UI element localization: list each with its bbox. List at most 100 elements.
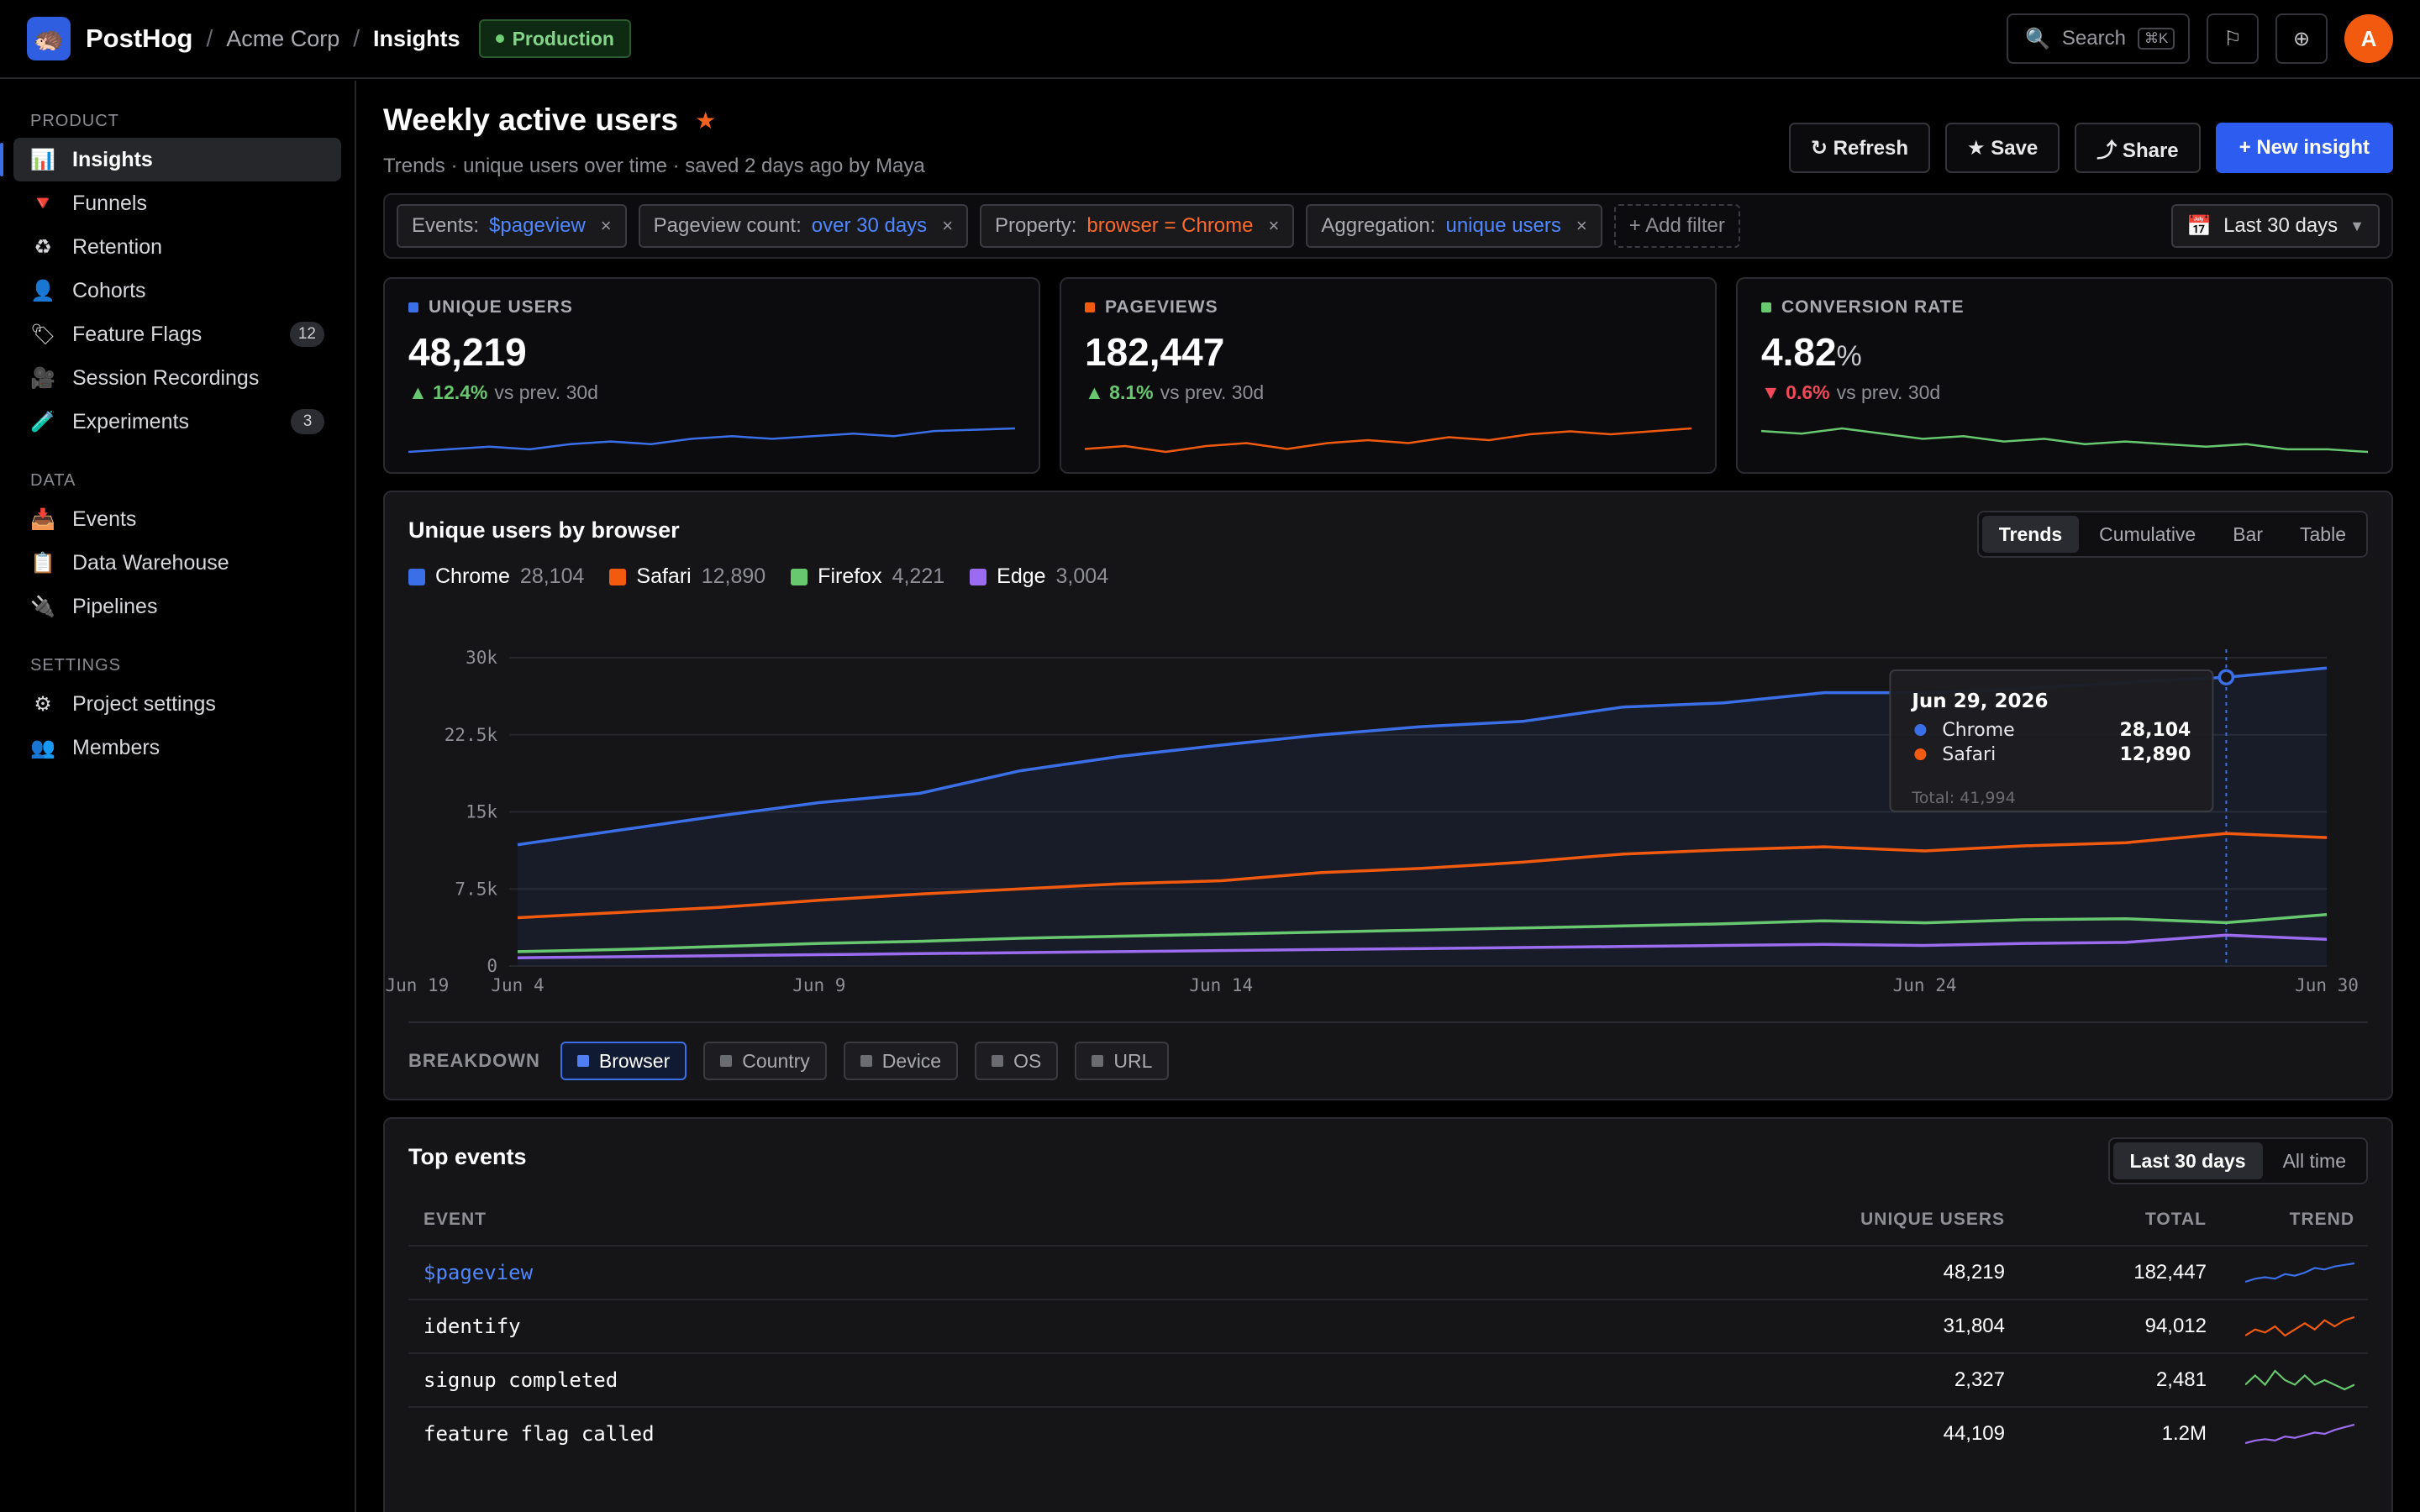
unique-users-value: 48,219 — [1943, 1261, 2005, 1284]
breakdown-option-label: OS — [1013, 1049, 1042, 1072]
column-header-unique-users[interactable]: UNIQUE USERS — [1860, 1210, 2005, 1229]
filter-value[interactable]: over 30 days — [811, 214, 928, 237]
series-color-swatch — [1761, 302, 1771, 312]
new-insight-button[interactable]: + New insight — [2215, 123, 2393, 173]
legend-item-firefox[interactable]: Firefox 4,221 — [791, 564, 944, 589]
series-line-edge — [517, 933, 2328, 959]
sidebar-item-label: Events — [72, 507, 137, 531]
filter-value[interactable]: $pageview — [489, 214, 586, 237]
table-row[interactable]: signup completed 2,327 2,481 — [408, 1352, 2368, 1406]
favorite-star-icon[interactable]: ★ — [695, 107, 717, 134]
feature-flag-button[interactable]: ⚐ — [2207, 13, 2259, 64]
unique-users-value: 31,804 — [1943, 1315, 2005, 1337]
sidebar-item-insights[interactable]: 📊 Insights — [0, 138, 341, 181]
breadcrumb-separator: / — [206, 25, 213, 51]
breakdown-option-url[interactable]: URL — [1075, 1042, 1170, 1080]
sidebar-item-project-settings[interactable]: ⚙ Project settings — [13, 682, 341, 726]
page-subtitle: Trends · unique users over time · saved … — [383, 155, 925, 177]
environment-badge[interactable]: Production — [478, 19, 631, 58]
sidebar-item-cohorts[interactable]: 👤 Cohorts — [13, 269, 341, 312]
column-header-total[interactable]: TOTAL — [2144, 1210, 2207, 1229]
brand-name[interactable]: PostHog — [86, 24, 193, 53]
status-dot-icon — [495, 34, 504, 43]
save-button[interactable]: ★ Save — [1945, 123, 2060, 173]
breadcrumb-current-page[interactable]: Insights — [373, 25, 460, 51]
sidebar-item-funnels[interactable]: 🔻 Funnels — [13, 181, 341, 225]
table-row[interactable]: identify 31,804 94,012 — [408, 1299, 2368, 1352]
delta-value: 12.4% — [433, 381, 488, 403]
view-tab-cumulative[interactable]: Cumulative — [2099, 522, 2196, 545]
stat-number: 4.82 — [1761, 330, 1837, 374]
sidebar-item-events[interactable]: 📥 Events — [13, 497, 341, 541]
trend-down-icon: ▼ 0.6% — [1761, 381, 1830, 403]
sidebar-item-data-warehouse[interactable]: 📋 Data Warehouse — [13, 541, 341, 585]
breadcrumb-organization[interactable]: Acme Corp — [226, 25, 340, 51]
table-row[interactable]: $pageview 48,219 182,447 — [408, 1245, 2368, 1299]
remove-filter-icon[interactable]: × — [942, 215, 954, 236]
refresh-button[interactable]: ↻ Refresh — [1788, 123, 1931, 173]
series-color-swatch — [1085, 302, 1095, 312]
sparkline-path — [1761, 427, 2368, 454]
breakdown-option-browser[interactable]: Browser — [560, 1042, 687, 1080]
legend-item-safari[interactable]: Safari 12,890 — [609, 564, 765, 589]
sidebar-section-product: PRODUCT — [30, 112, 119, 130]
filter-value[interactable]: browser = Chrome — [1086, 214, 1254, 237]
column-header-event[interactable]: EVENT — [424, 1210, 487, 1229]
event-name[interactable]: identify — [424, 1315, 521, 1338]
stat-delta: ▲ 8.1% vs prev. 30d — [1085, 381, 1691, 404]
page-header: Weekly active users ★ Trends · unique us… — [383, 102, 2393, 186]
remove-filter-icon[interactable]: × — [1268, 215, 1280, 236]
page-title[interactable]: Weekly active users — [383, 102, 679, 137]
y-tick-label: 15k — [466, 802, 497, 822]
stat-delta: ▲ 12.4% vs prev. 30d — [408, 381, 1015, 404]
legend-item-edge[interactable]: Edge 3,004 — [970, 564, 1108, 589]
filter-chip-property[interactable]: Property: browser = Chrome × — [980, 204, 1295, 248]
trend-chart[interactable]: 0 7.5k 15k 22.5k 30k Jun 4 Jun 9 Jun 14 Jun 19 Ju… — [385, 492, 2395, 1102]
share-button[interactable]: ⤴ Share — [2075, 123, 2201, 173]
breakdown-label: BREAKDOWN — [408, 1050, 540, 1071]
breakdown-option-country[interactable]: Country — [703, 1042, 827, 1080]
sidebar-item-members[interactable]: 👥 Members — [13, 726, 341, 769]
range-tab-all-time[interactable]: All time — [2282, 1149, 2346, 1172]
add-filter-button[interactable]: + Add filter — [1613, 204, 1740, 248]
event-name[interactable]: $pageview — [424, 1261, 534, 1284]
sidebar-item-experiments[interactable]: 🧪 Experiments 3 — [13, 400, 341, 444]
filter-chip-pageview-count[interactable]: Pageview count: over 30 days × — [638, 204, 969, 248]
sidebar-item-session-recordings[interactable]: 🎥 Session Recordings — [13, 356, 341, 400]
view-tab-bar[interactable]: Bar — [2233, 522, 2264, 545]
header-actions: ↻ Refresh ★ Save ⤴ Share + New insight — [1788, 123, 2393, 173]
view-tab-trends[interactable]: Trends — [1981, 516, 2080, 553]
sidebar-item-pipelines[interactable]: 🔌 Pipelines — [13, 585, 341, 628]
table-row[interactable]: feature flag called 44,109 1.2M — [408, 1406, 2368, 1460]
view-tab-table[interactable]: Table — [2300, 522, 2346, 545]
search-input[interactable]: 🔍 Search ⌘K — [2007, 13, 2190, 64]
legend-item-chrome[interactable]: Chrome 28,104 — [408, 564, 584, 589]
filter-value[interactable]: unique users — [1445, 214, 1561, 237]
search-shortcut-badge: ⌘K — [2137, 28, 2175, 50]
range-tab-last-30-days[interactable]: Last 30 days — [2112, 1142, 2263, 1179]
stat-card-unique-users[interactable]: UNIQUE USERS 48,219 ▲ 12.4% vs prev. 30d — [383, 277, 1040, 474]
delta-value: 0.6% — [1786, 381, 1830, 403]
date-range-dropdown[interactable]: 📅 Last 30 days ▼ — [2171, 204, 2380, 248]
stat-card-conversion-rate[interactable]: CONVERSION RATE 4.82% ▼ 0.6% vs prev. 30d — [1736, 277, 2393, 474]
filter-key: Events: — [412, 214, 480, 237]
breakdown-option-label: Browser — [598, 1049, 671, 1072]
remove-filter-icon[interactable]: × — [600, 215, 612, 236]
remove-filter-icon[interactable]: × — [1576, 215, 1587, 236]
sidebar-item-label: Insights — [72, 147, 153, 171]
filter-chip-events[interactable]: Events: $pageview × — [397, 204, 627, 248]
event-name[interactable]: signup completed — [424, 1368, 618, 1392]
sidebar-item-label: Session Recordings — [72, 365, 260, 390]
user-avatar[interactable]: A — [2344, 14, 2393, 63]
event-name[interactable]: feature flag called — [424, 1422, 655, 1446]
page-title-row: Weekly active users ★ — [383, 102, 2393, 138]
sidebar-item-feature-flags[interactable]: 🏷 Feature Flags 12 — [13, 312, 341, 356]
filter-chip-aggregation[interactable]: Aggregation: unique users × — [1306, 204, 1602, 248]
stat-value: 4.82% — [1761, 329, 2368, 375]
breakdown-option-os[interactable]: OS — [975, 1042, 1059, 1080]
posthog-logo-icon[interactable]: 🦔 — [27, 17, 71, 60]
help-button[interactable]: ⊕ — [2275, 13, 2328, 64]
sidebar-item-retention[interactable]: ♻ Retention — [13, 225, 341, 269]
stat-card-pageviews[interactable]: PAGEVIEWS 182,447 ▲ 8.1% vs prev. 30d — [1060, 277, 1717, 474]
breakdown-option-device[interactable]: Device — [843, 1042, 959, 1080]
